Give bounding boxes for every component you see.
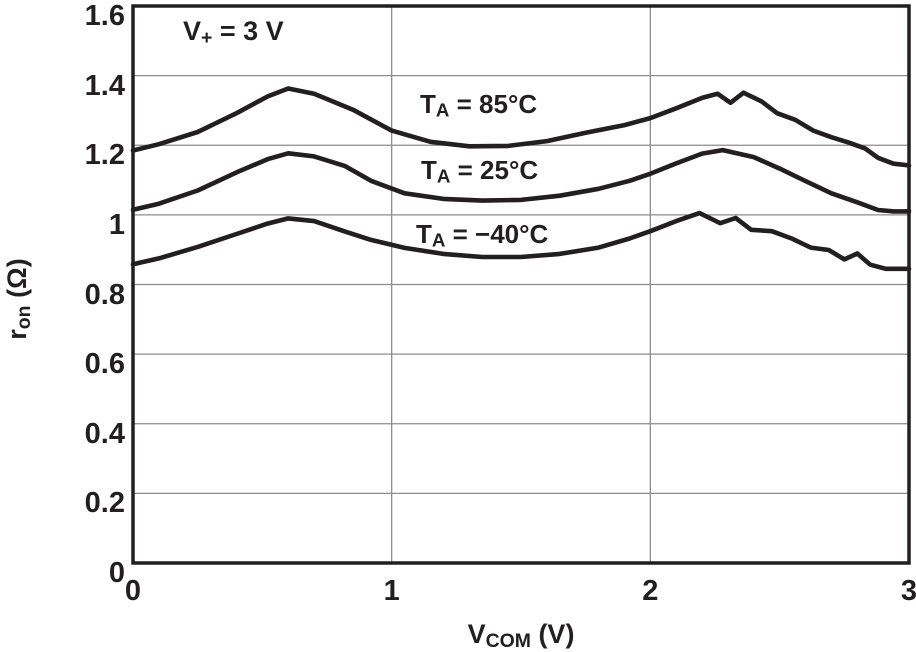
y-tick-label-1.2: 1.2 <box>84 139 125 172</box>
x-tick-label-0: 0 <box>124 575 142 607</box>
y-tick-label-1.6: 1.6 <box>84 0 125 32</box>
curve-25c <box>130 147 912 214</box>
x-tick-label-2: 2 <box>642 575 659 607</box>
y-tick-label-1: 1 <box>108 208 125 241</box>
y-tick-label-0: 0 <box>108 557 125 589</box>
annotation-pre: V <box>183 16 202 46</box>
y-tick-label-0.6: 0.6 <box>84 348 125 381</box>
series-label-minus40c: TA = −40°C <box>416 219 549 251</box>
annotation-supply-voltage: V+ = 3 V <box>183 16 284 49</box>
x-tick-label-1: 1 <box>383 575 400 607</box>
y-tick-label-0.4: 0.4 <box>84 417 125 450</box>
series-label-25c: TA = 25°C <box>421 155 539 187</box>
y-tick-label-0.8: 0.8 <box>84 278 125 311</box>
plot-border <box>131 4 911 565</box>
curve-minus40c <box>130 210 912 272</box>
y-axis-title: ron (Ω) <box>2 258 35 340</box>
y-tick-label-1.4: 1.4 <box>84 69 125 102</box>
y-tick-label-0.2: 0.2 <box>84 487 125 520</box>
annotation-sub: + <box>201 26 213 49</box>
x-tick-label-3: 3 <box>900 575 916 607</box>
curve-85c <box>130 86 912 168</box>
annotation-post: = 3 V <box>212 16 284 46</box>
series-label-85c: TA = 85°C <box>420 89 538 121</box>
x-axis-title: VCOM (V) <box>467 619 575 652</box>
